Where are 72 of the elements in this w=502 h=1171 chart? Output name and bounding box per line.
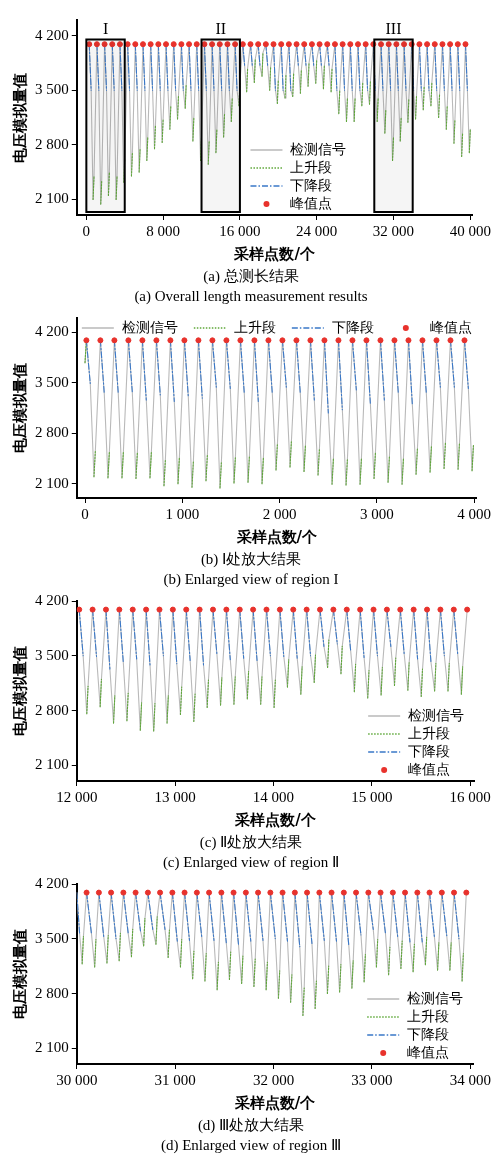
x-tick-label: 8 000 <box>146 222 181 239</box>
y-tick-label: 3 500 <box>35 646 69 663</box>
x-tick-label: 30 000 <box>56 1071 98 1088</box>
x-tick-label: 2 000 <box>262 505 297 522</box>
x-tick-label: 1 000 <box>165 505 200 522</box>
x-axis-title: 采样点数/个 <box>235 527 319 546</box>
legend-label: 峰值点 <box>290 194 333 211</box>
y-tick-label: 4 200 <box>35 874 69 891</box>
legend-label: 下降段 <box>408 742 451 759</box>
x-tick-label: 40 000 <box>449 222 491 239</box>
y-axis-title: 电压模拟量值 <box>10 363 29 453</box>
text: (b) Ⅰ处放大结果 <box>199 550 303 569</box>
y-tick-label: 2 100 <box>35 1039 69 1056</box>
y-tick-label: 2 100 <box>35 756 69 773</box>
text: (a) Overall length measurement results <box>133 287 369 306</box>
x-tick-label: 12 000 <box>56 788 98 805</box>
x-tick-label: 31 000 <box>154 1071 196 1088</box>
band-label: II <box>215 19 227 37</box>
y-tick-label: 3 500 <box>35 81 69 98</box>
legend-label: 检测信号 <box>407 989 464 1006</box>
x-tick-label: 16 000 <box>219 222 261 239</box>
x-axis-title: 采样点数/个 <box>233 1093 317 1112</box>
x-tick-label: 14 000 <box>252 788 295 805</box>
x-tick-label: 34 000 <box>449 1071 491 1088</box>
legend-label: 上升段 <box>408 724 451 741</box>
x-tick-label: 4 000 <box>457 505 491 522</box>
text: (d) Ⅲ处放大结果 <box>196 1116 306 1135</box>
x-tick-label: 16 000 <box>449 788 491 805</box>
y-tick-label: 2 800 <box>35 984 69 1001</box>
band-label: III <box>385 19 402 37</box>
legend-label: 上升段 <box>407 1007 450 1024</box>
band-label: I <box>102 19 109 37</box>
text: (a) 总测长结果 <box>202 267 300 286</box>
legend-label: 下降段 <box>331 318 374 335</box>
x-tick-label: 0 <box>81 505 89 522</box>
x-tick-label: 0 <box>82 222 91 239</box>
y-axis-title: 电压模拟量值 <box>10 929 29 1019</box>
x-axis-title: 采样点数/个 <box>233 244 316 263</box>
x-tick-label: 3 000 <box>359 505 394 522</box>
y-tick-label: 4 200 <box>35 323 69 340</box>
legend-label: 检测信号 <box>290 140 347 157</box>
y-tick-label: 4 200 <box>35 591 69 608</box>
x-tick-label: 33 000 <box>351 1071 393 1088</box>
text: (b) Enlarged view of region I <box>162 570 340 589</box>
x-tick-label: 13 000 <box>154 788 196 805</box>
legend-label: 检测信号 <box>121 318 178 335</box>
y-tick-label: 3 500 <box>35 929 69 946</box>
y-tick-label: 2 800 <box>35 135 69 152</box>
legend-label: 检测信号 <box>408 706 465 723</box>
legend-label: 峰值点 <box>408 760 451 777</box>
y-tick-label: 2 800 <box>35 701 69 718</box>
y-tick-label: 2 800 <box>35 424 69 441</box>
y-axis-title: 电压模拟量值 <box>10 646 29 736</box>
x-tick-label: 32 000 <box>372 222 415 239</box>
x-tick-label: 15 000 <box>351 788 393 805</box>
x-axis-title: 采样点数/个 <box>234 810 317 829</box>
y-tick-label: 2 100 <box>35 190 69 207</box>
legend-label: 峰值点 <box>429 318 472 335</box>
legend-label: 峰值点 <box>407 1043 450 1060</box>
text: (c) Ⅱ处放大结果 <box>198 833 304 852</box>
y-tick-label: 3 500 <box>35 373 69 390</box>
text: (d) Enlarged view of region Ⅲ <box>159 1136 343 1155</box>
legend-label: 上升段 <box>290 158 333 175</box>
y-tick-label: 2 100 <box>35 474 69 491</box>
y-axis-title: 电压模拟量值 <box>10 72 29 163</box>
y-tick-label: 4 200 <box>35 26 69 43</box>
legend-label: 上升段 <box>233 318 276 335</box>
text: (c) Enlarged view of region Ⅱ <box>161 853 341 872</box>
legend-label: 下降段 <box>290 176 333 193</box>
x-tick-label: 32 000 <box>252 1071 295 1088</box>
legend-label: 下降段 <box>407 1025 450 1042</box>
x-tick-label: 24 000 <box>296 222 338 239</box>
